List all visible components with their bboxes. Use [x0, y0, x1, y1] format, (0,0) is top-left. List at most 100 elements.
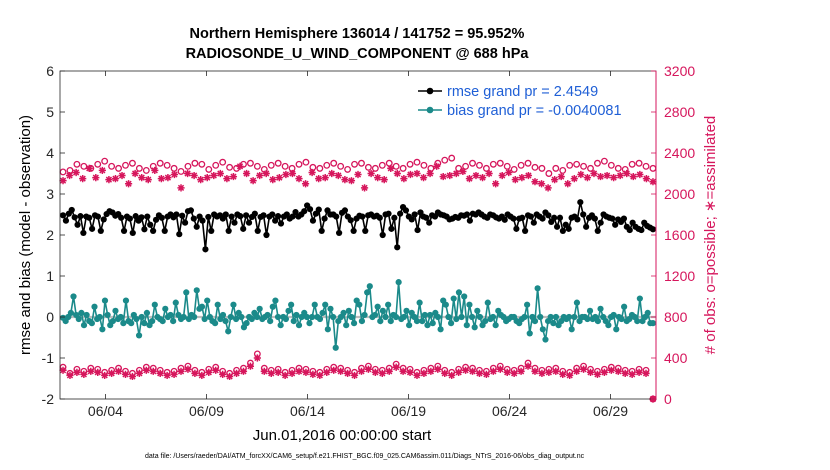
bias-point [524, 301, 531, 308]
bias-point [366, 283, 373, 290]
obs-assimilated-marker [315, 175, 323, 183]
obs-assimilated-marker [510, 369, 518, 377]
obs-possible-marker [246, 159, 254, 167]
rmse-point [539, 215, 546, 222]
bias-point [135, 332, 143, 339]
obs-possible-marker [469, 159, 476, 167]
obs-assimilated-marker [190, 171, 198, 180]
bias-point [70, 293, 77, 300]
obs-possible-marker [316, 164, 324, 172]
rmse-point [612, 221, 619, 228]
bias-point [143, 309, 151, 316]
rmse-point [179, 212, 186, 219]
chart-subtitle: RADIOSONDE_U_WIND_COMPONENT @ 688 hPa [186, 46, 530, 62]
bias-point [416, 299, 423, 306]
obs-assimilated-marker [323, 368, 331, 376]
obs-assimilated-marker [360, 184, 369, 192]
obs-assimilated-marker [183, 169, 192, 178]
obs-assimilated-marker [226, 372, 234, 381]
rmse-point [59, 212, 67, 219]
bias-point [232, 315, 240, 323]
rmse-point [231, 219, 238, 226]
y-axis-label-left: rmse and bias (model - observation) [17, 115, 34, 355]
obs-assimilated-marker [433, 162, 441, 170]
obs-assimilated-marker [378, 369, 386, 377]
rmse-point [240, 225, 247, 232]
bias-point [521, 313, 528, 321]
obs-possible-marker [274, 159, 282, 167]
bias-point [345, 307, 352, 314]
obs-assimilated-marker [475, 369, 484, 377]
obs-assimilated-marker [118, 171, 126, 180]
obs-possible-marker [378, 161, 386, 169]
obs-assimilated-marker [420, 369, 428, 377]
obs-assimilated-marker [295, 367, 303, 375]
bias-point [253, 313, 261, 321]
bias-point [282, 315, 289, 323]
rmse-point [501, 216, 508, 223]
rmse-point [583, 223, 590, 230]
obs-assimilated-marker [392, 363, 400, 371]
obs-assimilated-marker [350, 371, 359, 380]
bias-point [324, 326, 331, 333]
bias-point [424, 322, 431, 329]
bias-point [267, 318, 274, 325]
rmse-point [254, 227, 261, 234]
rmse-point [333, 213, 340, 220]
obs-assimilated-marker [249, 177, 257, 185]
rmse-point [551, 214, 558, 221]
obs-possible-marker [323, 161, 331, 169]
obs-assimilated-marker [531, 367, 539, 375]
y-tick-label-left: 1 [46, 268, 54, 284]
obs-assimilated-marker [157, 175, 165, 183]
bias-point [340, 309, 347, 316]
bias-point [172, 299, 179, 306]
obs-assimilated-marker [492, 180, 500, 188]
bias-point [225, 328, 232, 335]
rmse-point [150, 227, 157, 234]
obs-possible-marker [302, 158, 310, 166]
obs-assimilated-marker [570, 175, 578, 183]
bias-point [466, 301, 473, 308]
rmse-point [385, 210, 392, 217]
bias-point [484, 299, 491, 306]
bias-point [463, 322, 470, 329]
bias-point [214, 301, 221, 308]
obs-assimilated-marker [489, 367, 497, 375]
bias-point [450, 295, 457, 302]
bias-point [364, 289, 371, 296]
rmse-point [292, 208, 299, 216]
obs-possible-marker [205, 165, 213, 173]
obs-possible-marker [163, 161, 171, 169]
obs-assimilated-marker [128, 372, 137, 381]
bias-point [316, 315, 324, 323]
bias-point [180, 313, 187, 321]
obs-possible-marker [177, 167, 185, 175]
obs-possible-marker [135, 164, 143, 172]
bias-point [474, 307, 481, 314]
obs-assimilated-marker [177, 367, 185, 375]
obs-assimilated-marker [232, 369, 241, 377]
bias-point [400, 313, 407, 321]
obs-assimilated-marker [347, 177, 356, 185]
bias-point [348, 313, 355, 321]
bias-point [649, 320, 657, 327]
bias-point [183, 289, 190, 296]
y-tick-label-left: 5 [46, 104, 54, 120]
obs-assimilated-marker [229, 172, 238, 181]
rmse-point [620, 215, 628, 222]
legend-rmse-label: rmse grand pr = 2.4549 [447, 84, 598, 100]
bias-point [594, 318, 602, 325]
obs-assimilated-marker [524, 362, 532, 370]
rmse-point [158, 214, 165, 221]
bias-point [377, 318, 384, 325]
rmse-point [68, 206, 75, 214]
bias-point [230, 301, 237, 308]
rmse-point [379, 231, 386, 239]
obs-assimilated-marker [219, 370, 227, 378]
rmse-point [126, 215, 133, 222]
obs-assimilated-marker [621, 369, 629, 377]
obs-possible-marker [115, 164, 123, 172]
rmse-point [391, 214, 398, 221]
bias-point [319, 309, 326, 316]
